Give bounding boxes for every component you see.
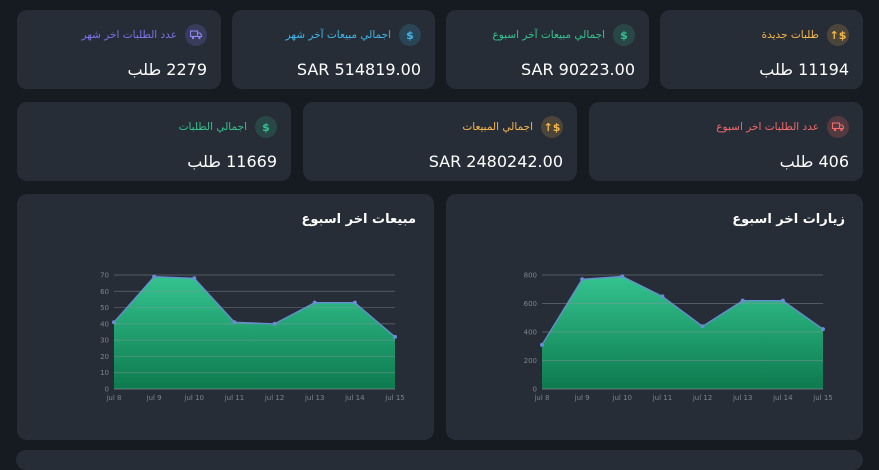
stat-card-monthly-orders: عدد الطلبات اخر شهر 2279 طلب bbox=[17, 10, 221, 89]
x-tick-label: jul 10 bbox=[612, 394, 632, 402]
chart-card-visits: زيارات اخر اسبوع 0 200 400 600 800 jul 8 jul 9… bbox=[446, 194, 863, 440]
x-tick-label: jul 14 bbox=[772, 394, 793, 402]
stat-value: 11669 طلب bbox=[187, 152, 277, 171]
y-tick-label: 10 bbox=[100, 369, 109, 377]
stat-header: عدد الطلبات اخر اسبوع bbox=[716, 116, 849, 138]
series-line bbox=[113, 275, 396, 338]
stat-value: 11194 طلب bbox=[759, 60, 849, 79]
x-tick-label: jul 8 bbox=[105, 394, 121, 402]
data-point[interactable] bbox=[192, 276, 197, 281]
x-tick-label: jul 12 bbox=[264, 394, 284, 402]
x-tick-label: jul 11 bbox=[224, 394, 244, 402]
chart-title: زيارات اخر اسبوع bbox=[732, 212, 845, 227]
stat-card-total-orders: $ اجمالي الطلبات 11669 طلب bbox=[17, 102, 291, 181]
stat-value: 2279 طلب bbox=[127, 60, 207, 79]
data-point[interactable] bbox=[620, 274, 625, 279]
y-tick-label: 70 bbox=[100, 272, 109, 280]
x-tick-label: jul 15 bbox=[812, 394, 832, 402]
series-line bbox=[541, 275, 824, 346]
y-tick-label: 40 bbox=[100, 320, 109, 328]
data-point[interactable] bbox=[152, 274, 157, 279]
x-tick-label: jul 12 bbox=[692, 394, 712, 402]
data-point[interactable] bbox=[232, 320, 237, 325]
stat-header: $ اجمالي مبيعات آخر شهر bbox=[286, 24, 421, 46]
x-tick-label: jul 15 bbox=[384, 394, 404, 402]
x-tick-label: jul 13 bbox=[732, 394, 752, 402]
truck-icon bbox=[185, 24, 207, 46]
dollar-circle-icon: $ bbox=[399, 24, 421, 46]
data-point[interactable] bbox=[540, 342, 544, 347]
truck-icon bbox=[827, 116, 849, 138]
data-point[interactable] bbox=[112, 320, 116, 325]
x-tick-label: jul 8 bbox=[533, 394, 549, 402]
stat-card-weekly-orders: عدد الطلبات اخر اسبوع 406 طلب bbox=[589, 102, 863, 181]
y-tick-label: 50 bbox=[100, 304, 109, 312]
y-tick-label: 400 bbox=[524, 329, 537, 337]
x-tick-label: jul 14 bbox=[344, 394, 365, 402]
data-point[interactable] bbox=[272, 321, 277, 326]
stat-value: 406 طلب bbox=[779, 152, 849, 171]
dollar-circle-icon: $ bbox=[255, 116, 277, 138]
y-tick-label: 20 bbox=[100, 353, 109, 361]
stat-label: طلبات جديدة bbox=[761, 29, 819, 41]
stat-value: SAR 514819.00 bbox=[296, 60, 421, 79]
area-fill bbox=[542, 276, 823, 389]
chart-card-sales: مبيعات اخر اسبوع 0 10 20 30 40 50 60 70 jul 8 jul… bbox=[17, 194, 434, 440]
stat-header: $ اجمالي الطلبات bbox=[179, 116, 277, 138]
y-tick-label: 200 bbox=[524, 357, 537, 365]
stat-label: اجمالي مبيعات آخر شهر bbox=[285, 29, 391, 41]
y-tick-label: 800 bbox=[524, 272, 537, 280]
stat-card-new-orders: $↑ طلبات جديدة 11194 طلب bbox=[660, 10, 863, 89]
data-point[interactable] bbox=[780, 298, 785, 303]
y-tick-label: 0 bbox=[533, 386, 537, 394]
stat-label: اجمالي مبيعات آخر اسبوع bbox=[492, 29, 605, 41]
y-tick-label: 0 bbox=[105, 386, 109, 394]
x-tick-label: jul 10 bbox=[184, 394, 204, 402]
x-tick-label: jul 9 bbox=[146, 394, 162, 402]
visits-area-chart: 0 200 400 600 800 jul 8 jul 9 jul 10 jul 11 jul 1… bbox=[524, 272, 833, 403]
chart-title: مبيعات اخر اسبوع bbox=[301, 212, 417, 227]
data-point[interactable] bbox=[821, 327, 825, 332]
data-point[interactable] bbox=[393, 334, 397, 339]
stat-label: اجمالي الطلبات bbox=[178, 121, 247, 133]
dollar-up-icon: $↑ bbox=[541, 116, 563, 138]
stat-label: عدد الطلبات اخر اسبوع bbox=[716, 121, 819, 133]
x-tick-label: jul 9 bbox=[574, 394, 590, 402]
stat-header: عدد الطلبات اخر شهر bbox=[81, 24, 207, 46]
stat-header: $ اجمالي مبيعات آخر اسبوع bbox=[492, 24, 635, 46]
data-point[interactable] bbox=[352, 300, 357, 305]
data-point[interactable] bbox=[660, 294, 665, 299]
area-fill bbox=[114, 276, 395, 389]
data-point[interactable] bbox=[580, 277, 585, 282]
stat-value: SAR 90223.00 bbox=[521, 60, 635, 79]
data-point[interactable] bbox=[312, 300, 317, 305]
stat-card-weekly-sales: $ اجمالي مبيعات آخر اسبوع SAR 90223.00 bbox=[446, 10, 649, 89]
sales-area-chart: 0 10 20 30 40 50 60 70 jul 8 jul 9 jul 10 jul 11 jul… bbox=[100, 272, 405, 403]
stat-label: عدد الطلبات اخر شهر bbox=[81, 29, 177, 41]
stat-card-total-sales: $↑ اجمالي المبيعات SAR 2480242.00 bbox=[303, 102, 577, 181]
stat-label: اجمالي المبيعات bbox=[462, 121, 533, 133]
dollar-up-icon: $↑ bbox=[827, 24, 849, 46]
stat-header: $↑ اجمالي المبيعات bbox=[462, 116, 563, 138]
y-tick-label: 30 bbox=[100, 337, 109, 345]
stat-value: SAR 2480242.00 bbox=[428, 152, 563, 171]
next-panel bbox=[16, 450, 863, 470]
x-tick-label: jul 13 bbox=[304, 394, 324, 402]
dollar-circle-icon: $ bbox=[613, 24, 635, 46]
data-point[interactable] bbox=[700, 324, 705, 329]
x-tick-label: jul 11 bbox=[652, 394, 672, 402]
y-tick-label: 600 bbox=[524, 300, 537, 308]
data-point[interactable] bbox=[740, 298, 745, 303]
stat-header: $↑ طلبات جديدة bbox=[762, 24, 849, 46]
y-tick-label: 60 bbox=[100, 288, 109, 296]
stat-card-monthly-sales: $ اجمالي مبيعات آخر شهر SAR 514819.00 bbox=[232, 10, 435, 89]
